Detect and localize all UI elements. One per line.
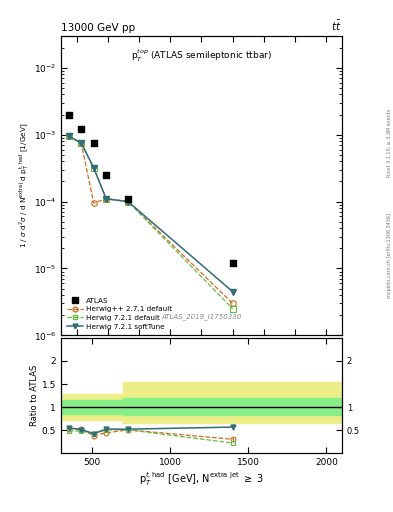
Point (230, 259, 236, 267)
Point (103, 171, 109, 179)
Text: $t\bar{t}$: $t\bar{t}$ (331, 19, 342, 33)
X-axis label: p$_T^{t,\rm had}$ [GeV], N$^{\rm extra\ jet}$ $\geq$ 3: p$_T^{t,\rm had}$ [GeV], N$^{\rm extra\ … (139, 471, 264, 488)
Legend: ATLAS, Herwig++ 2.7.1 default, Herwig 7.2.1 default, Herwig 7.2.1 softTune: ATLAS, Herwig++ 2.7.1 default, Herwig 7.… (64, 295, 174, 332)
Text: 13000 GeV pp: 13000 GeV pp (61, 23, 135, 33)
Y-axis label: 1 / $\sigma$ d$^2\sigma$ / d N$^{\rm extraj}$ d p$_{\rm T}^{\rm t,had}$ [1/GeV]: 1 / $\sigma$ d$^2\sigma$ / d N$^{\rm ext… (17, 123, 31, 248)
Text: p$_T^{top}$ (ATLAS semileptonic ttbar): p$_T^{top}$ (ATLAS semileptonic ttbar) (131, 48, 272, 64)
Text: Rivet 3.1.10, ≥ 3.3M events: Rivet 3.1.10, ≥ 3.3M events (387, 109, 392, 178)
Point (90, 139, 97, 147)
Text: ATLAS_2019_I1750330: ATLAS_2019_I1750330 (161, 314, 242, 321)
Text: mcplots.cern.ch [arXiv:1306.3436]: mcplots.cern.ch [arXiv:1306.3436] (387, 214, 392, 298)
Point (66, 111, 72, 119)
Point (125, 195, 131, 203)
Point (78, 125, 84, 134)
Y-axis label: Ratio to ATLAS: Ratio to ATLAS (30, 365, 39, 426)
